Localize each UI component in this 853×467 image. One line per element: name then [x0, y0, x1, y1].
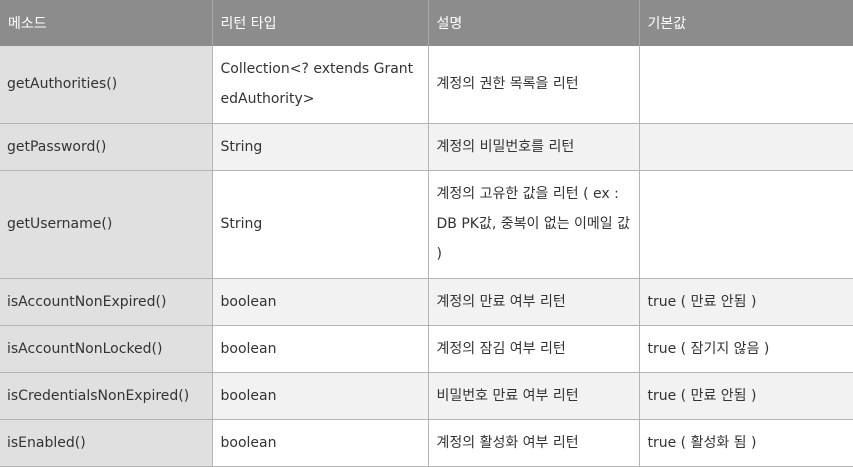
return-type-cell: boolean: [212, 278, 429, 326]
default-cell: [639, 123, 853, 171]
default-cell: true ( 만료 안됨 ): [639, 278, 853, 326]
table-row: isCredentialsNonExpired() boolean 비밀번호 만…: [0, 372, 853, 420]
method-cell: getPassword(): [0, 123, 213, 171]
description-cell: 계정의 잠김 여부 리턴: [428, 325, 640, 373]
default-cell: [639, 170, 853, 279]
default-cell: true ( 활성화 됨 ): [639, 419, 853, 467]
description-cell: 계정의 권한 목록을 리턴: [428, 46, 640, 124]
table-header-row: 메소드 리턴 타입 설명 기본값: [0, 0, 853, 46]
return-type-cell: String: [212, 123, 429, 171]
return-type-cell: boolean: [212, 372, 429, 420]
return-type-cell: boolean: [212, 419, 429, 467]
header-default-value: 기본값: [639, 0, 853, 46]
table-row: isAccountNonExpired() boolean 계정의 만료 여부 …: [0, 278, 853, 326]
return-type-cell: boolean: [212, 325, 429, 373]
method-cell: getUsername(): [0, 170, 213, 279]
table-row: isAccountNonLocked() boolean 계정의 잠김 여부 리…: [0, 325, 853, 373]
method-cell: isAccountNonExpired(): [0, 278, 213, 326]
method-cell: isAccountNonLocked(): [0, 325, 213, 373]
description-cell: 계정의 고유한 값을 리턴 ( ex : DB PK값, 중복이 없는 이메일 …: [428, 170, 640, 279]
description-cell: 계정의 활성화 여부 리턴: [428, 419, 640, 467]
method-cell: isEnabled(): [0, 419, 213, 467]
default-cell: true ( 만료 안됨 ): [639, 372, 853, 420]
return-type-cell: Collection<? extends GrantedAuthority>: [212, 46, 429, 124]
header-method: 메소드: [0, 0, 213, 46]
description-cell: 계정의 만료 여부 리턴: [428, 278, 640, 326]
header-return-type: 리턴 타입: [212, 0, 429, 46]
default-cell: [639, 46, 853, 124]
description-cell: 비밀번호 만료 여부 리턴: [428, 372, 640, 420]
description-cell: 계정의 비밀번호를 리턴: [428, 123, 640, 171]
table-row: getPassword() String 계정의 비밀번호를 리턴: [0, 123, 853, 171]
table-row: isEnabled() boolean 계정의 활성화 여부 리턴 true (…: [0, 419, 853, 467]
method-cell: getAuthorities(): [0, 46, 213, 124]
method-cell: isCredentialsNonExpired(): [0, 372, 213, 420]
table-row: getAuthorities() Collection<? extends Gr…: [0, 46, 853, 124]
default-cell: true ( 잠기지 않음 ): [639, 325, 853, 373]
return-type-cell: String: [212, 170, 429, 279]
header-description: 설명: [428, 0, 640, 46]
table-row: getUsername() String 계정의 고유한 값을 리턴 ( ex …: [0, 170, 853, 279]
